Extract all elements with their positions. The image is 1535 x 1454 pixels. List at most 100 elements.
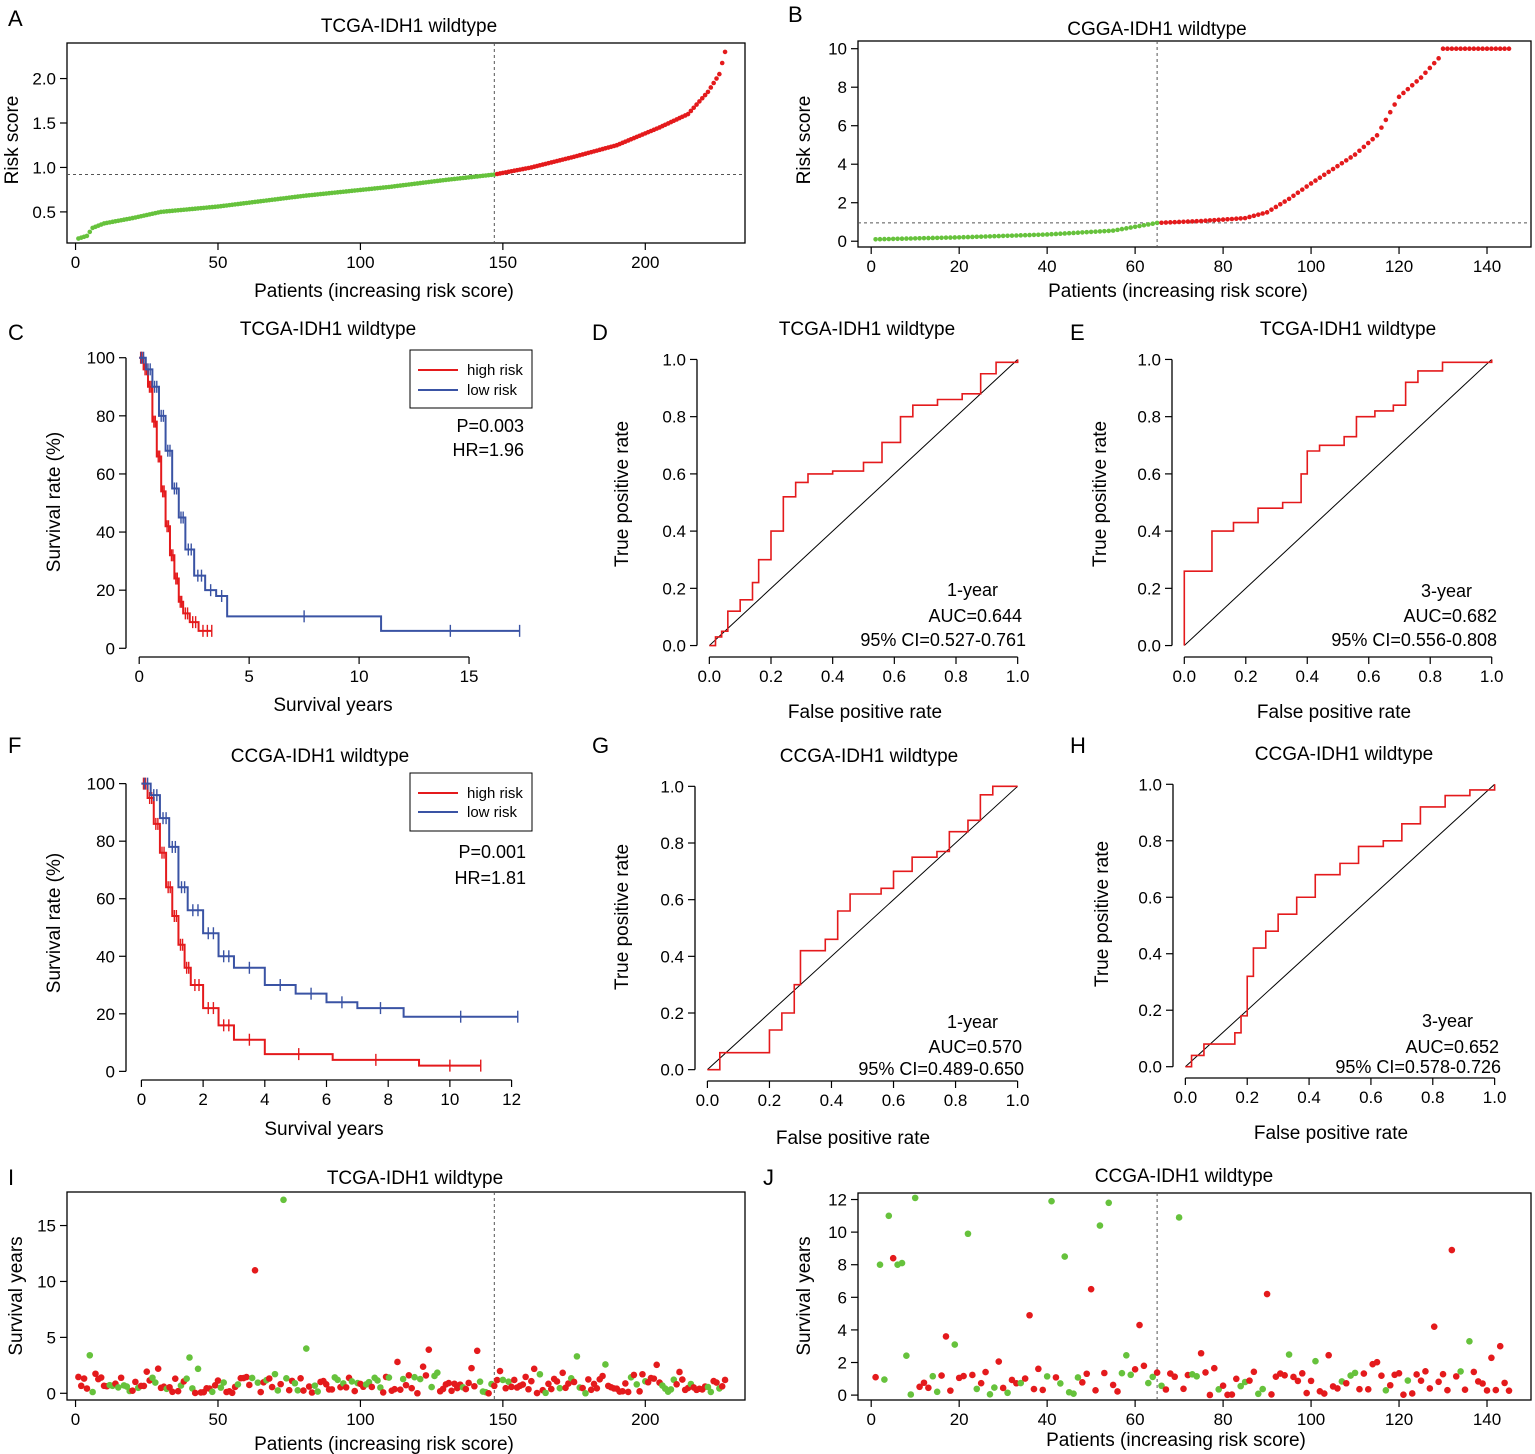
alive-patient-point	[1404, 1377, 1412, 1384]
alive-patient-point	[217, 1384, 225, 1391]
alive-patient-point	[1127, 1371, 1135, 1379]
y-tick-label: 0.4	[660, 947, 684, 966]
alive-patient-point	[294, 1386, 302, 1394]
y-tick-label: 6	[838, 117, 847, 136]
dead-patient-point	[1395, 1369, 1403, 1377]
high-risk-point	[1291, 193, 1296, 199]
dead-patient-point	[379, 1389, 387, 1396]
dead-patient-point	[530, 1365, 538, 1373]
x-tick-label: 0.6	[1359, 1088, 1383, 1107]
high-risk-point	[1361, 144, 1367, 150]
low-risk-point	[1124, 226, 1129, 231]
dead-patient-point	[1171, 1373, 1179, 1381]
high-risk-point	[1203, 218, 1208, 224]
hazard-ratio-text: HR=1.81	[454, 868, 526, 888]
alive-patient-point	[1105, 1199, 1113, 1207]
alive-patient-point	[991, 1384, 998, 1391]
high-risk-point	[1445, 46, 1450, 52]
high-risk-point	[1286, 196, 1292, 202]
high-risk-point	[1207, 218, 1213, 223]
alive-patient-point	[911, 1194, 919, 1202]
y-tick-label: 80	[96, 407, 115, 426]
dead-patient-point	[1373, 1358, 1381, 1366]
x-tick-label: 200	[631, 1410, 659, 1429]
auc-text: AUC=0.652	[1405, 1037, 1499, 1057]
dead-patient-point	[468, 1364, 475, 1372]
high-risk-point	[722, 49, 728, 55]
y-tick-label: 8	[838, 78, 847, 97]
dead-patient-point	[1364, 1386, 1372, 1393]
alive-patient-point	[1061, 1253, 1069, 1260]
low-risk-point	[1005, 233, 1010, 239]
dead-patient-point	[154, 1365, 162, 1372]
dead-patient-point	[397, 1386, 404, 1393]
y-tick-label: 0	[838, 232, 847, 251]
dead-patient-point	[1439, 1370, 1447, 1378]
chart-title: TCGA-IDH1 wildtype	[1260, 319, 1436, 340]
y-tick-label: 80	[96, 832, 115, 851]
low-risk-point	[1084, 229, 1090, 235]
dead-patient-point	[97, 1374, 105, 1381]
high-risk-point	[1277, 201, 1283, 207]
x-tick-label: 0.6	[882, 1091, 906, 1110]
dead-patient-point	[525, 1385, 532, 1393]
legend-high-risk-label: high risk	[467, 785, 523, 802]
dead-patient-point	[1360, 1370, 1368, 1377]
dead-patient-point	[169, 1388, 176, 1396]
low-risk-point	[886, 236, 892, 242]
high-risk-point	[1176, 219, 1182, 225]
alive-patient-point	[411, 1373, 418, 1381]
dead-patient-point	[75, 1373, 82, 1381]
low-risk-point	[87, 229, 93, 235]
high-risk-point	[1387, 109, 1393, 115]
dead-patient-point	[519, 1381, 527, 1388]
alive-patient-point	[149, 1374, 156, 1382]
alive-patient-point	[951, 1341, 959, 1348]
low-risk-point	[926, 235, 931, 241]
alive-patient-point	[1457, 1368, 1464, 1375]
dead-patient-point	[1162, 1386, 1170, 1393]
low-risk-point	[1031, 232, 1037, 238]
dead-patient-point	[1087, 1285, 1095, 1293]
alive-patient-point	[881, 1376, 888, 1383]
y-tick-label: 0.2	[660, 1004, 684, 1023]
dead-patient-point	[92, 1370, 99, 1378]
dead-patient-point	[916, 1383, 923, 1391]
low-risk-point	[1040, 232, 1046, 237]
y-tick-label: 10	[37, 1272, 56, 1291]
chart-title: TCGA-IDH1 wildtype	[327, 1168, 503, 1189]
x-tick-label: 1.0	[1006, 1091, 1030, 1110]
dead-patient-point	[1325, 1351, 1332, 1359]
plot-frame	[857, 1192, 1532, 1401]
dead-patient-point	[547, 1385, 555, 1393]
chart-title: CCGA-IDH1 wildtype	[231, 746, 409, 767]
auc-text: AUC=0.570	[928, 1037, 1022, 1057]
dead-patient-point	[1479, 1380, 1486, 1387]
alive-patient-point	[542, 1389, 549, 1397]
dead-patient-point	[1114, 1388, 1121, 1395]
y-tick-label: 15	[37, 1217, 56, 1236]
dead-patient-point	[228, 1389, 236, 1397]
dead-patient-point	[1131, 1365, 1139, 1373]
dead-patient-point	[982, 1368, 989, 1376]
high-risk-point	[1458, 46, 1463, 52]
roc-period-text: 3-year	[1421, 581, 1472, 601]
panel-label: H	[1070, 733, 1086, 758]
alive-patient-point	[964, 1230, 972, 1238]
high-risk-point	[711, 80, 716, 86]
y-tick-label: 60	[96, 465, 115, 484]
panel-g-roc-cgga-1yr: G CCGA-IDH1 wildtype False positive rate…	[592, 733, 1029, 1149]
high-risk-point	[1229, 216, 1235, 222]
dead-patient-point	[83, 1385, 91, 1392]
x-tick-label: 80	[1214, 1410, 1233, 1429]
y-tick-label: 12	[828, 1191, 847, 1210]
y-tick-label: 0.0	[660, 1061, 684, 1080]
alive-patient-point	[274, 1387, 282, 1394]
alive-patient-point	[220, 1379, 227, 1386]
x-tick-label: 0.6	[883, 667, 907, 686]
alive-patient-point	[903, 1352, 910, 1360]
low-risk-point	[948, 235, 953, 240]
low-risk-point	[1071, 230, 1076, 236]
x-tick-label: 0.0	[696, 1091, 720, 1110]
high-risk-point	[1343, 158, 1349, 163]
